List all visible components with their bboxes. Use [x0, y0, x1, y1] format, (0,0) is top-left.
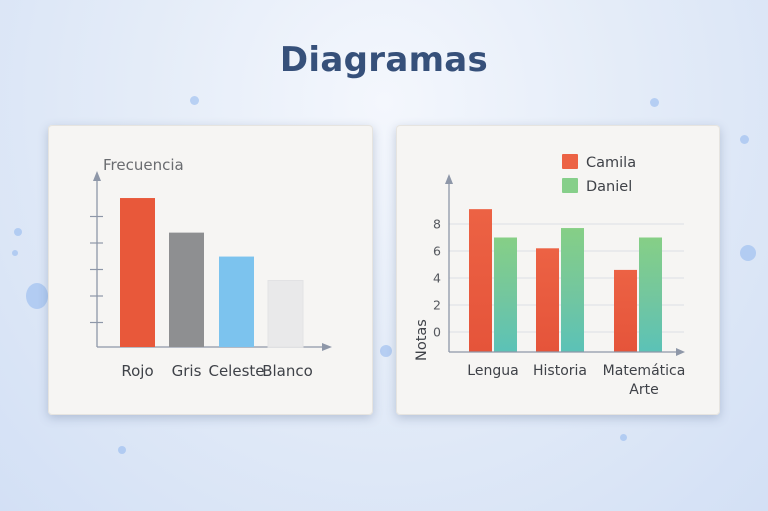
y-axis-label: Notas: [414, 319, 430, 361]
x-axis-arrow-icon: [322, 343, 332, 351]
bokeh-dot: [14, 228, 22, 236]
y-axis-arrow-icon: [445, 174, 453, 184]
x-label: Historia: [533, 363, 587, 379]
page-title: Diagramas: [279, 40, 489, 80]
grades-chart: Camila Daniel 0 2 4 6 8 Notas Lengua Historia…: [414, 154, 685, 398]
y-tick-6: 6: [433, 244, 441, 259]
x-label-gris: Gris: [172, 362, 202, 380]
y-axis-ticks: [90, 215, 103, 324]
bar-rojo: [120, 198, 155, 347]
bokeh-dot: [740, 245, 756, 261]
bokeh-dot: [650, 98, 659, 107]
frequency-chart-card: Frecuencia Rojo Gris Celeste Blanco: [48, 125, 373, 415]
bokeh-dot: [190, 96, 199, 105]
bokeh-dot: [380, 345, 392, 357]
y-axis-label: Frecuencia: [103, 156, 184, 174]
bar-camila-0: [469, 209, 492, 352]
x-axis-labels: Lengua Historia Matemática Arte: [467, 363, 685, 398]
bokeh-dot: [620, 434, 627, 441]
y-tick-labels: 0 2 4 6 8: [433, 217, 441, 340]
bokeh-dot: [26, 283, 48, 309]
legend-swatch-daniel: [562, 178, 578, 193]
bar-daniel-0: [494, 237, 517, 352]
bar-celeste: [219, 256, 254, 347]
bar-camila-1: [536, 248, 559, 352]
legend-swatch-camila: [562, 154, 578, 169]
bars: [120, 198, 304, 348]
x-label: Lengua: [467, 363, 518, 379]
x-axis-arrow-icon: [676, 348, 685, 356]
legend: Camila Daniel: [562, 154, 636, 195]
x-label-blanco: Blanco: [262, 362, 313, 380]
bokeh-dot: [12, 250, 18, 256]
y-tick-8: 8: [433, 217, 441, 232]
x-label-line2: Arte: [629, 382, 658, 398]
y-tick-0: 0: [433, 325, 441, 340]
bokeh-dot: [740, 135, 749, 144]
x-label-rojo: Rojo: [121, 362, 153, 380]
x-label: Matemática: [603, 363, 686, 379]
y-tick-4: 4: [433, 271, 441, 286]
bar-gris: [169, 232, 204, 347]
grades-chart-card: Camila Daniel 0 2 4 6 8 Notas Lengua Historia…: [396, 125, 720, 415]
y-tick-2: 2: [433, 298, 441, 313]
bar-blanco: [267, 280, 304, 348]
bokeh-dot: [118, 446, 126, 454]
x-label-celeste: Celeste: [208, 362, 264, 380]
bar-daniel-2: [639, 237, 662, 352]
bars: [469, 209, 662, 352]
y-axis-arrow-icon: [93, 171, 101, 181]
legend-label-daniel: Daniel: [586, 179, 632, 195]
legend-label-camila: Camila: [586, 155, 636, 171]
bar-camila-2: [614, 269, 637, 352]
bar-daniel-1: [561, 228, 584, 352]
